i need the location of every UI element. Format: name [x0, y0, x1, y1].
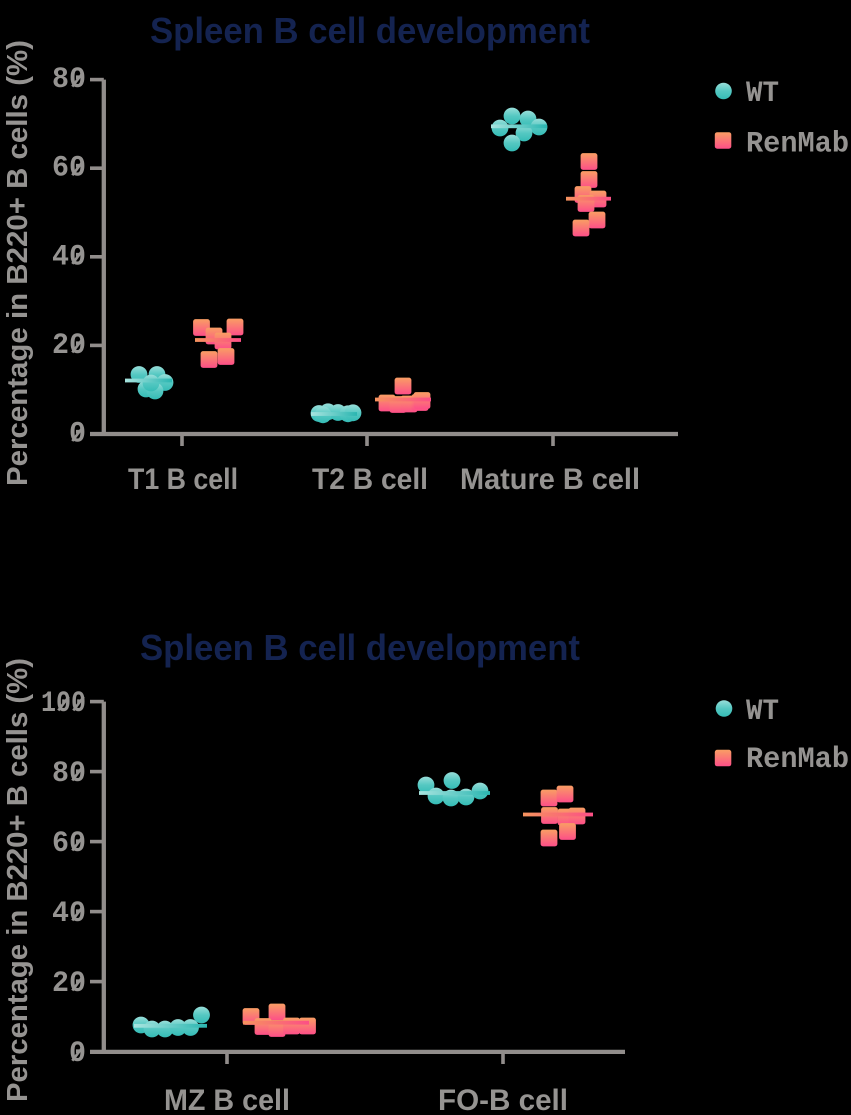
svg-text:FO-B cell: FO-B cell: [438, 1084, 568, 1115]
svg-text:80: 80: [52, 63, 86, 97]
svg-text:40: 40: [52, 897, 86, 931]
svg-text:20: 20: [52, 329, 86, 363]
svg-text:40: 40: [52, 240, 86, 274]
svg-text:60: 60: [52, 152, 86, 186]
svg-text:20: 20: [52, 967, 86, 1001]
svg-text:WT: WT: [746, 695, 779, 729]
svg-text:Mature B cell: Mature B cell: [460, 463, 640, 496]
svg-text:RenMab: RenMab: [746, 128, 849, 162]
svg-text:WT: WT: [746, 77, 779, 111]
svg-text:80: 80: [52, 757, 86, 791]
svg-text:60: 60: [52, 827, 86, 861]
svg-text:Spleen B cell development: Spleen B cell development: [140, 627, 580, 668]
svg-text:Percentage in B220+ B cells (%: Percentage in B220+ B cells (%): [2, 40, 34, 486]
svg-text:T2 B cell: T2 B cell: [312, 463, 428, 496]
svg-text:Percentage in B220+ B cells (%: Percentage in B220+ B cells (%): [2, 658, 34, 1102]
svg-text:Spleen B cell development: Spleen B cell development: [150, 10, 590, 51]
svg-text:RenMab: RenMab: [746, 743, 849, 777]
svg-text:MZ B cell: MZ B cell: [164, 1084, 290, 1115]
svg-text:T1 B cell: T1 B cell: [128, 463, 238, 496]
